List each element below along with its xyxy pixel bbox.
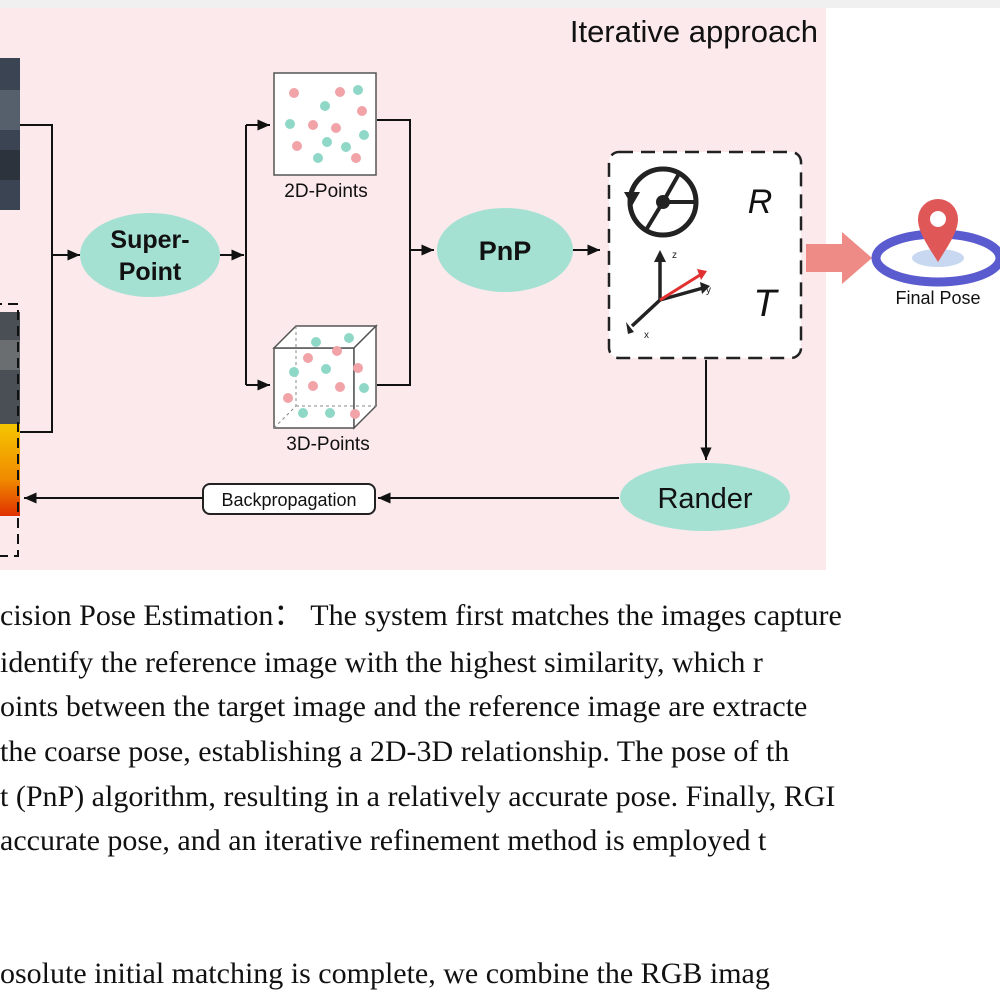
render-label: Rander xyxy=(657,483,752,515)
input-connector-bottom xyxy=(20,255,53,433)
backprop-label: Backpropagation xyxy=(221,490,356,510)
final-pose-icon xyxy=(871,199,1000,287)
rotation-symbol: R xyxy=(748,183,773,221)
pose-box: R z y x T xyxy=(607,150,803,360)
merge-connector xyxy=(377,119,411,386)
pnp-label: PnP xyxy=(479,236,532,266)
reference-image-thumbnail xyxy=(0,58,20,210)
paragraph-line-2: identify the reference image with the hi… xyxy=(0,646,763,679)
svg-text:z: z xyxy=(672,250,677,261)
heatmap-thumbnail xyxy=(0,424,20,516)
paragraph-line-5: t (PnP) algorithm, resulting in a relati… xyxy=(0,780,836,813)
final-pose-label: Final Pose xyxy=(895,288,980,308)
points-2d-box xyxy=(273,72,377,176)
pipeline-diagram: Iterative approach Super- Point 2D-P xyxy=(0,0,1000,570)
superpoint-node: Super- Point xyxy=(80,213,220,297)
points-2d-label: 2D-Points xyxy=(284,181,367,202)
paragraph-line-1: cision Pose Estimation： The system first… xyxy=(0,599,842,632)
paragraph-line-6: accurate pose, and an iterative refineme… xyxy=(0,824,767,857)
points-3d-label: 3D-Points xyxy=(286,434,369,455)
panel-title: Iterative approach xyxy=(570,14,818,49)
svg-text:y: y xyxy=(706,285,711,296)
output-arrow xyxy=(806,232,872,284)
svg-text:x: x xyxy=(644,330,649,341)
render-node: Rander xyxy=(620,463,790,531)
paragraph-line-4: the coarse pose, establishing a 2D-3D re… xyxy=(0,735,790,768)
input-connector-top xyxy=(20,124,53,255)
rotation-icon xyxy=(624,166,699,238)
points-3d-cube xyxy=(272,324,378,430)
paragraph-line-3: oints between the target image and the r… xyxy=(0,690,808,723)
top-border xyxy=(0,0,1000,8)
paragraph-line-7: osolute initial matching is complete, we… xyxy=(0,957,770,990)
translation-symbol: T xyxy=(753,283,779,325)
input-frame xyxy=(0,303,19,557)
coordinate-axes-icon: z y x xyxy=(626,250,711,341)
superpoint-label-line1: Super- xyxy=(110,226,189,254)
superpoint-label-line2: Point xyxy=(119,258,182,286)
pnp-node: PnP xyxy=(437,208,573,292)
